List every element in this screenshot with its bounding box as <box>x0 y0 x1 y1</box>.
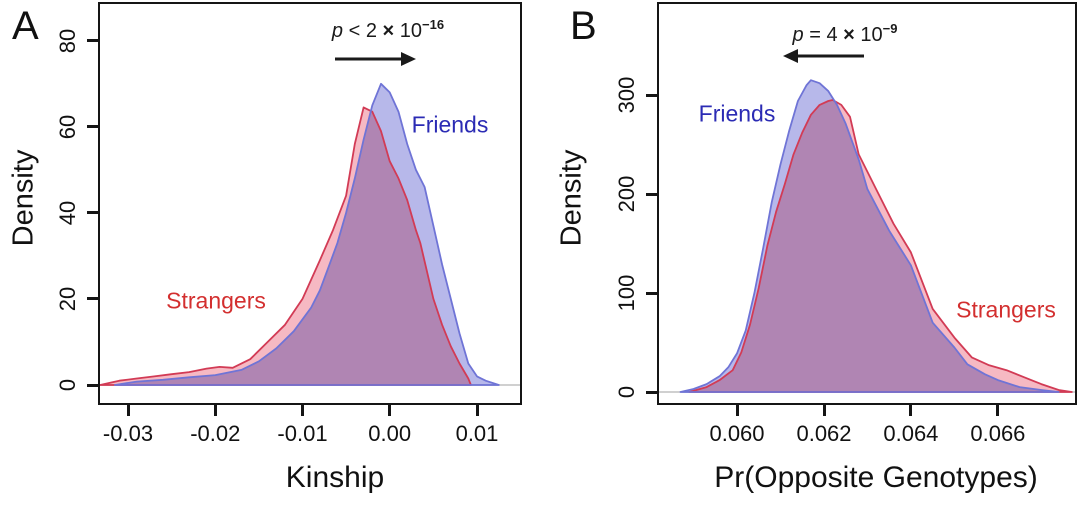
p-exponent: −16 <box>422 17 445 33</box>
y-axis-tick-label: 300 <box>614 76 639 114</box>
y-axis-tick-label: 60 <box>55 114 80 140</box>
y-axis-tick <box>87 125 98 129</box>
y-axis-tick <box>646 93 657 97</box>
y-axis-tick <box>646 390 657 394</box>
panel-b-density-curves <box>659 79 1075 393</box>
friends-density-curve <box>679 79 1060 393</box>
x-axis-tick-label: 0.066 <box>970 421 1026 446</box>
x-axis-tick <box>213 405 217 416</box>
y-axis-tick-label: 0 <box>55 378 80 392</box>
y-axis-tick <box>87 383 98 387</box>
panel-a-strangers-label: Strangers <box>166 287 266 314</box>
strangers-density-curve <box>688 99 1073 393</box>
times-sign: × <box>843 23 855 46</box>
y-axis-tick-label: 20 <box>55 286 80 312</box>
panel-b-letter: B <box>570 4 597 48</box>
x-axis-tick <box>735 405 739 416</box>
y-axis-tick-label: 80 <box>55 28 80 53</box>
panel-a-plot-area <box>98 2 522 405</box>
right-arrow-icon <box>335 52 416 66</box>
x-axis-tick <box>909 405 913 416</box>
p-symbol: p <box>331 19 344 42</box>
x-axis-tick <box>388 405 392 416</box>
y-axis-tick-label: 40 <box>55 200 80 226</box>
friends-density-fill <box>680 80 1059 392</box>
x-axis-tick-label: 0.064 <box>883 421 939 446</box>
x-axis-tick <box>996 405 1000 416</box>
x-axis-tick-label: 0.00 <box>368 421 412 446</box>
panel-b-plot-area <box>657 2 1077 405</box>
p-base: 10 <box>394 19 423 42</box>
friends-density-curve <box>114 82 500 386</box>
panel-a-friends-label: Friends <box>411 111 489 138</box>
y-axis-tick <box>87 39 98 43</box>
y-axis-tick <box>646 291 657 295</box>
panel-a-ylabel: Density <box>7 149 40 247</box>
y-axis-tick-label: 200 <box>614 175 639 213</box>
p-exponent: −9 <box>882 21 898 37</box>
y-axis-tick-label: 100 <box>614 274 639 312</box>
x-axis-tick-label: -0.03 <box>102 421 154 446</box>
x-axis-tick <box>822 405 826 416</box>
p-symbol: p <box>792 23 804 46</box>
x-axis-tick-label: 0.060 <box>709 421 765 446</box>
panel-b-xlabel: Pr(Opposite Genotypes) <box>714 461 1038 494</box>
x-axis-tick <box>126 405 130 416</box>
y-axis-tick <box>646 192 657 196</box>
x-axis-tick-label: 0.062 <box>796 421 852 446</box>
p-expression: = 4 <box>803 23 844 46</box>
p-base: 10 <box>854 23 883 46</box>
x-axis-tick-label: -0.02 <box>190 421 241 446</box>
left-arrow-icon <box>783 49 864 63</box>
times-sign: × <box>382 19 395 42</box>
x-axis-tick-label: 0.01 <box>455 421 499 446</box>
y-axis-tick <box>87 211 98 215</box>
x-axis-tick-label: -0.01 <box>277 421 328 446</box>
p-expression: < 2 <box>343 19 383 42</box>
friends-density-fill <box>114 83 499 386</box>
panel-b-strangers-label: Strangers <box>956 296 1056 323</box>
x-axis-tick <box>475 405 479 416</box>
strangers-density-curve <box>100 106 472 386</box>
y-axis-tick <box>87 297 98 301</box>
panel-b-pvalue-annotation: p = 4 × 10−9 <box>793 21 898 47</box>
panel-a-pvalue-annotation: p < 2 × 10−16 <box>332 17 444 43</box>
panel-b-ylabel: Density <box>555 149 588 247</box>
panel-a-density-curves <box>100 82 520 386</box>
panel-b-friends-label: Friends <box>698 100 776 127</box>
panel-a-letter: A <box>12 4 39 48</box>
y-axis-tick-label: 0 <box>614 385 639 399</box>
x-axis-tick <box>301 405 304 416</box>
panel-a-xlabel: Kinship <box>285 461 385 494</box>
